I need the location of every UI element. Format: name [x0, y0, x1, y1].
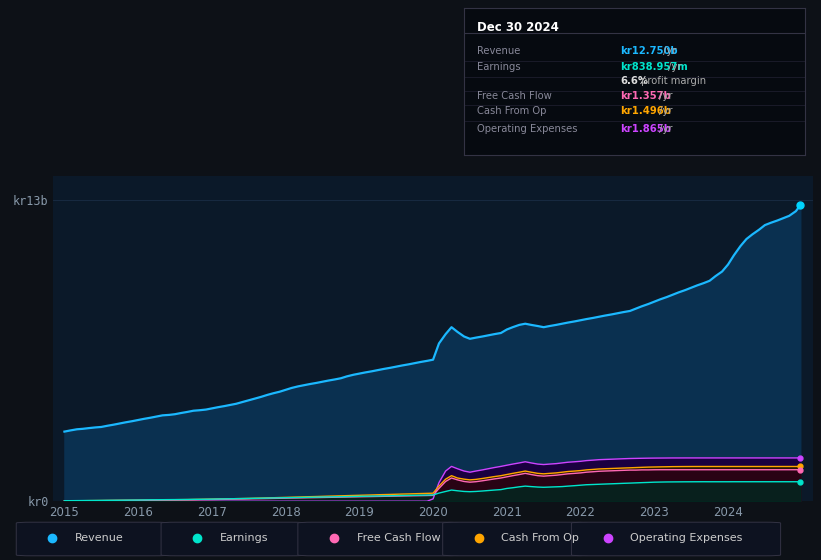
- Text: kr1.357b: kr1.357b: [621, 91, 672, 101]
- Text: Free Cash Flow: Free Cash Flow: [356, 533, 440, 543]
- Text: Earnings: Earnings: [478, 62, 521, 72]
- Text: kr1.865b: kr1.865b: [621, 124, 672, 134]
- Text: /yr: /yr: [656, 106, 672, 116]
- Text: Revenue: Revenue: [75, 533, 124, 543]
- Text: profit margin: profit margin: [638, 76, 706, 86]
- FancyBboxPatch shape: [298, 522, 459, 556]
- FancyBboxPatch shape: [443, 522, 588, 556]
- Text: kr838.957m: kr838.957m: [621, 62, 688, 72]
- Text: Operating Expenses: Operating Expenses: [478, 124, 578, 134]
- Text: Cash From Op: Cash From Op: [478, 106, 547, 116]
- Text: Free Cash Flow: Free Cash Flow: [478, 91, 553, 101]
- Text: /yr: /yr: [665, 62, 681, 72]
- Text: /yr: /yr: [656, 91, 672, 101]
- Text: /yr: /yr: [660, 46, 677, 56]
- Text: Earnings: Earnings: [220, 533, 268, 543]
- Text: Dec 30 2024: Dec 30 2024: [478, 21, 559, 34]
- Text: Revenue: Revenue: [478, 46, 521, 56]
- Text: /yr: /yr: [656, 124, 672, 134]
- FancyBboxPatch shape: [16, 522, 169, 556]
- Text: Operating Expenses: Operating Expenses: [631, 533, 742, 543]
- Text: kr1.496b: kr1.496b: [621, 106, 672, 116]
- FancyBboxPatch shape: [571, 522, 781, 556]
- Text: 6.6%: 6.6%: [621, 76, 649, 86]
- FancyBboxPatch shape: [161, 522, 306, 556]
- Text: kr12.750b: kr12.750b: [621, 46, 678, 56]
- Text: Cash From Op: Cash From Op: [502, 533, 580, 543]
